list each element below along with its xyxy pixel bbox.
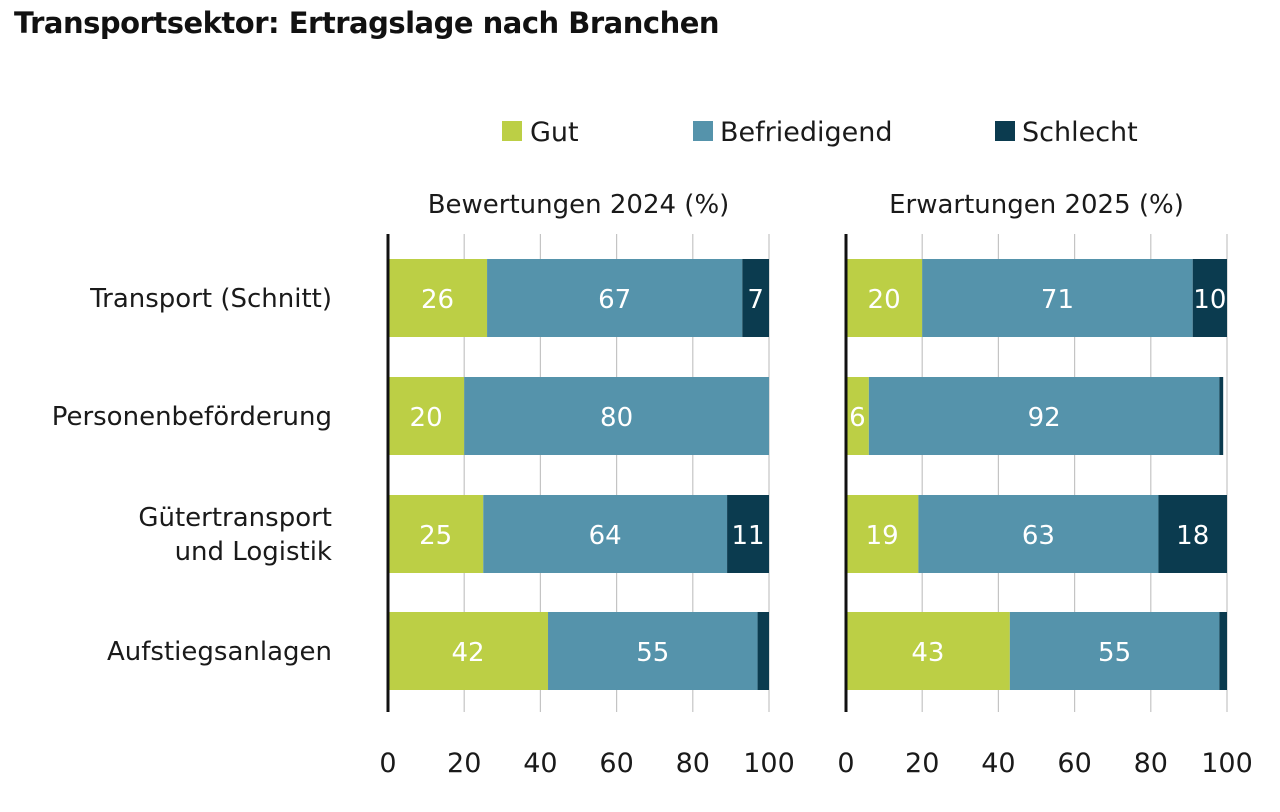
x-tick-label: 40: [523, 748, 557, 779]
data-label: 11: [731, 521, 764, 551]
bar-segment-gut: [388, 259, 488, 337]
data-label: 55: [1098, 638, 1131, 668]
legend-swatch-befriedigend: [693, 121, 713, 141]
legend-label-schlecht: Schlecht: [1022, 117, 1138, 148]
chart-title: Transportsektor: Ertragslage nach Branch…: [14, 6, 720, 40]
data-label: 42: [451, 638, 484, 668]
legend-label-befriedigend: Befriedigend: [720, 117, 893, 148]
legend-swatch-gut: [502, 121, 522, 141]
bar-segment-befriedigend: [918, 495, 1159, 573]
data-label: 92: [1028, 403, 1061, 433]
bar-segment-befriedigend: [1009, 612, 1220, 690]
data-label: 18: [1176, 521, 1209, 551]
x-tick-label: 0: [837, 748, 854, 779]
data-label: 71: [1041, 285, 1074, 315]
bar-segment-gut: [846, 612, 1010, 690]
category-label: Aufstiegsanlagen: [107, 637, 332, 667]
x-tick-label: 20: [905, 748, 939, 779]
bar-segment-befriedigend: [487, 259, 743, 337]
category-label: und Logistik: [175, 537, 332, 567]
x-tick-label: 60: [1057, 748, 1091, 779]
bar-segment-befriedigend: [868, 377, 1220, 455]
data-label: 43: [911, 638, 944, 668]
data-label: 80: [600, 403, 633, 433]
data-label: 20: [410, 403, 443, 433]
category-label: Personenbeförderung: [52, 402, 332, 432]
data-label: 64: [589, 521, 622, 551]
bar-segment-gut: [388, 495, 484, 573]
bar-segment-befriedigend: [464, 377, 769, 455]
x-tick-label: 80: [1134, 748, 1168, 779]
bar-segment-gut: [846, 377, 869, 455]
data-label: 55: [636, 638, 669, 668]
data-label: 19: [866, 521, 899, 551]
data-label: 67: [598, 285, 631, 315]
x-tick-label: 80: [676, 748, 710, 779]
legend-label-gut: Gut: [530, 117, 579, 148]
data-label: 26: [421, 285, 454, 315]
bar-segment-schlecht: [1158, 495, 1227, 573]
bar-segment-befriedigend: [548, 612, 758, 690]
bar-segment-schlecht: [1192, 259, 1227, 337]
legend-swatch-schlecht: [995, 121, 1015, 141]
x-tick-label: 60: [599, 748, 633, 779]
data-label: 6: [849, 403, 866, 433]
bar-segment-schlecht: [1219, 612, 1227, 690]
bar-segment-befriedigend: [483, 495, 728, 573]
x-tick-label: 20: [447, 748, 481, 779]
bar-segment-schlecht: [727, 495, 769, 573]
x-tick-label: 0: [379, 748, 396, 779]
bar-segment-gut: [846, 259, 923, 337]
category-label: Transport (Schnitt): [89, 284, 332, 314]
panel-title: Bewertungen 2024 (%): [428, 190, 730, 220]
bar-segment-schlecht: [757, 612, 769, 690]
bar-segment-schlecht: [742, 259, 769, 337]
data-label: 20: [868, 285, 901, 315]
data-label: 25: [419, 521, 452, 551]
data-label: 63: [1022, 521, 1055, 551]
bar-segment-schlecht: [1219, 377, 1224, 455]
data-label: 10: [1193, 285, 1226, 315]
panel-title: Erwartungen 2025 (%): [889, 190, 1184, 220]
bar-segment-befriedigend: [922, 259, 1193, 337]
bar-segment-gut: [846, 495, 919, 573]
data-label: 7: [747, 285, 764, 315]
x-tick-label: 100: [1201, 748, 1253, 779]
bar-segment-gut: [388, 612, 549, 690]
x-tick-label: 100: [743, 748, 795, 779]
category-label: Gütertransport: [138, 503, 332, 533]
x-tick-label: 40: [981, 748, 1015, 779]
bar-segment-gut: [388, 377, 465, 455]
